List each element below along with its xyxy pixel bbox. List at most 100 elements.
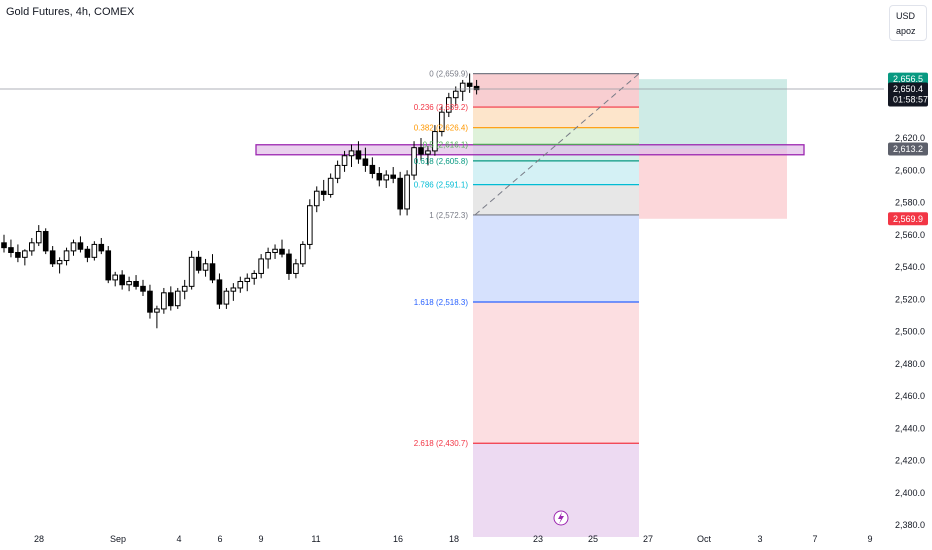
candle-down (369, 164, 376, 174)
x-tick-label: 23 (533, 534, 543, 544)
candle-down (49, 250, 56, 265)
candle-up (91, 243, 98, 258)
highlight-zone (255, 144, 805, 156)
candle-down (1, 242, 7, 249)
price-tags: 2,656.52,650.401:58:57 2,613.2 2,569.9 (888, 72, 928, 226)
x-tick-label: 18 (449, 534, 459, 544)
candle-down (133, 281, 139, 287)
candle-up (334, 164, 341, 179)
candle-up (432, 131, 438, 152)
y-tick-label: 2,480.0 (895, 359, 925, 369)
candle-up (272, 248, 278, 253)
candle-up (258, 258, 264, 274)
candle-up (22, 250, 28, 258)
x-tick-label: 28 (34, 534, 44, 544)
candle-up (223, 290, 230, 305)
candle-up (348, 150, 355, 157)
stop-price-tag-text: 2,569.9 (893, 214, 923, 224)
x-tick-label: 3 (757, 534, 762, 544)
fib-level-label: 1 (2,572.3) (429, 211, 468, 220)
x-tick-label: 4 (176, 534, 181, 544)
candle-down (140, 285, 146, 292)
candle-up (29, 242, 35, 252)
candle-up (293, 263, 299, 274)
candle-down (466, 82, 473, 87)
last-price-tag (888, 82, 928, 107)
candles (1, 73, 480, 329)
candle-up (56, 260, 63, 265)
loss-zone (639, 148, 787, 219)
candle-down (8, 247, 14, 253)
y-tick-label: 2,540.0 (895, 262, 925, 272)
candle-up (425, 150, 431, 155)
fib-zone (473, 127, 639, 145)
y-tick-label: 2,500.0 (895, 327, 925, 337)
candle-down (209, 263, 216, 281)
candle-down (147, 290, 153, 313)
y-tick-label: 2,400.0 (895, 488, 925, 498)
candle-up (230, 287, 237, 292)
candle-up (452, 90, 459, 99)
candle-up (63, 250, 70, 262)
zone-rect (255, 144, 805, 156)
fib-level-label: 2.618 (2,430.7) (414, 439, 469, 448)
candle-down (119, 274, 125, 286)
fib-zone (473, 301, 639, 444)
candle-down (84, 248, 91, 258)
candle-up (313, 190, 320, 207)
y-tick-label: 2,380.0 (895, 520, 925, 530)
time-axis: 28 Sep 4 6 9 11 16 18 23 25 27 Oct 3 7 9 (34, 510, 873, 544)
fib-level-label: 0.382 (2,626.4) (414, 124, 469, 133)
candle-up (446, 97, 452, 113)
x-tick-label: 11 (311, 534, 320, 544)
fib-zone (473, 160, 639, 185)
candle-up (341, 155, 348, 166)
y-tick-label: 2,600.0 (895, 165, 925, 175)
candle-up (237, 281, 244, 289)
candle-up (439, 111, 445, 133)
candle-down (473, 85, 480, 91)
y-tick-label: 2,520.0 (895, 294, 925, 304)
candle-down (77, 242, 84, 250)
candle-up (300, 243, 306, 265)
candle-down (279, 248, 285, 255)
fib-zone (473, 107, 639, 128)
candle-down (168, 292, 174, 307)
scale-mode-label: apoz (896, 26, 916, 36)
candle-up (161, 292, 167, 310)
candle-up (126, 281, 132, 286)
candle-up (307, 205, 313, 245)
candle-up (404, 174, 410, 210)
fib-zone (473, 214, 639, 302)
candle-down (195, 256, 202, 271)
fib-trend-line (474, 73, 640, 216)
x-tick-label: 9 (258, 534, 263, 544)
chart-title: Gold Futures, 4h, COMEX (6, 6, 135, 18)
y-tick-label: 2,440.0 (895, 423, 925, 433)
candle-up (383, 174, 390, 181)
position-tool (639, 79, 787, 219)
fib-zones (473, 73, 639, 537)
candle-up (327, 177, 334, 195)
candle-up (174, 290, 181, 307)
candle-down (362, 158, 369, 166)
x-tick-label: 6 (217, 534, 222, 544)
fib-level-label: 0.5 (2,616.1) (423, 140, 469, 149)
fib-level-label: 0.618 (2,605.8) (414, 157, 469, 166)
target-price-tag-text: 2,656.5 (893, 74, 923, 84)
fib-zone (473, 73, 639, 108)
price-scale-settings[interactable]: USD apoz (889, 5, 927, 41)
x-tick-label: Oct (697, 534, 712, 544)
candle-up (244, 277, 251, 283)
candle-up (35, 231, 42, 244)
candle-up (251, 272, 257, 279)
candle-up (459, 82, 466, 92)
stop-price-tag (888, 212, 928, 226)
candle-down (105, 250, 112, 281)
candle-up (265, 251, 271, 260)
currency-label: USD (896, 11, 916, 21)
target-price-tag (888, 72, 928, 86)
candle-down (286, 253, 292, 274)
x-tick-label: 16 (393, 534, 403, 544)
